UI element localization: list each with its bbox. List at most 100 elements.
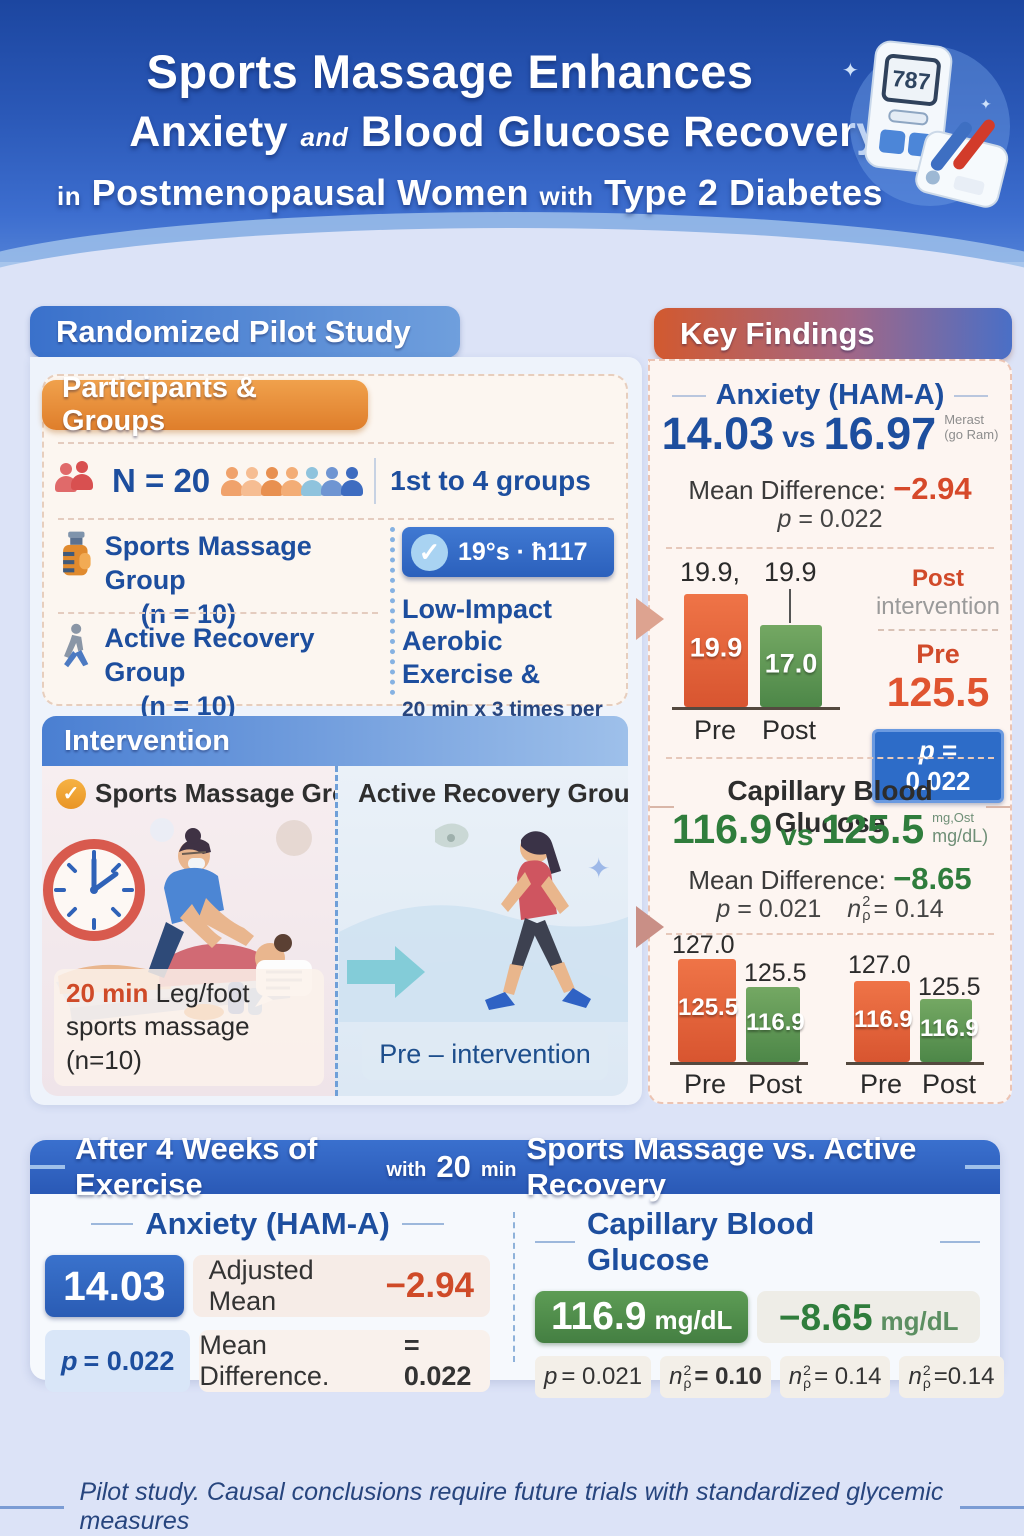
main-title-line2: Anxiety and Blood Glucose Recovery <box>0 108 1010 157</box>
anxiety-note-line2: (go Ram) <box>944 426 999 442</box>
group2-text: Active Recovery Group (n = 10) <box>104 622 390 723</box>
glucose-unit: mg/dL <box>654 1305 733 1335</box>
group2-name: Active Recovery Group <box>104 623 315 687</box>
divider <box>58 612 378 614</box>
massage-caption: 20 min Leg/foot sports massage (n=10) <box>54 968 324 1086</box>
glucose-heading-text: Capillary Blood Glucose <box>727 775 933 838</box>
findings-panel-header: Key Findings <box>654 308 1012 360</box>
divider <box>0 1505 64 1509</box>
main-title-line3: in Postmenopausal Women with Type 2 Diab… <box>0 172 940 214</box>
glucose-value-pre: 125.5 <box>821 806 925 852</box>
eta-subscript: ρ <box>922 1375 931 1391</box>
glucose-comparison: 116.9 vs 125.5 mg,Ost mg/dL) <box>650 809 1010 853</box>
divider <box>878 629 998 631</box>
person-icon <box>260 466 284 496</box>
anxiety-bar-chart: 19.9, 19.9 19.9 17.0 Pre Post <box>662 559 862 744</box>
eta-symbol: n <box>788 1363 803 1390</box>
anxiety-comparison: 14.03 vs 16.97 Merast (go Ram) <box>650 411 1010 456</box>
eta-value: = 0.14 <box>814 1363 882 1390</box>
summary-anxiety-column: Anxiety (HAM-A) 14.03 Adjusted Mean −2.9… <box>45 1206 490 1392</box>
anxiety-adjusted-mean-detail: Adjusted Mean −2.94 <box>192 1255 490 1317</box>
divider <box>58 442 614 444</box>
mean-diff-label: Mean Difference: <box>688 475 886 505</box>
exercise-column: ✓ 19°s · ħ117 Low-Impact Aerobic Exercis… <box>402 527 630 746</box>
group1-name: Sports Massage Group <box>104 531 312 595</box>
group2-n: (n = 10) <box>140 690 236 721</box>
p-value-badge: p = 0.022 <box>872 729 1004 804</box>
divider <box>960 1505 1024 1509</box>
title-and: and <box>300 122 349 152</box>
eta-subscript: ρ <box>803 1375 812 1391</box>
study-panel-header: Randomized Pilot Study <box>30 306 460 358</box>
divider <box>666 547 994 549</box>
divider <box>513 1212 515 1362</box>
mean-diff-value: = 0.022 <box>403 1330 472 1391</box>
group1-text: Sports Massage Group (n = 10) <box>105 530 390 631</box>
bar-pre: 116.9 <box>854 981 913 1062</box>
eta-squared-value: n 2 ρ = 0.14 <box>847 895 943 924</box>
exercise-badge-text: 19°s · ħ117 <box>458 537 588 566</box>
glucose-heading: Capillary Blood Glucose <box>650 775 1010 839</box>
title-in: in <box>56 181 82 211</box>
divider <box>374 458 377 504</box>
title-with: with <box>539 181 594 211</box>
main-title-line1: Sports Massage Enhances <box>146 45 754 98</box>
massage-caption-text: Leg/foot sports massage (n=10) <box>66 977 250 1076</box>
person-icon <box>300 466 324 496</box>
findings-panel: Anxiety (HAM-A) 14.03 vs 16.97 Merast (g… <box>648 359 1012 1104</box>
glucose-value-box: 116.9 mg/dL <box>535 1291 749 1343</box>
anxiety-value-post: 14.03 <box>661 408 775 459</box>
couple-icon <box>55 459 100 503</box>
anxiety-adjusted-mean-box: 14.03 <box>45 1255 184 1317</box>
summary-title-20: 20 <box>436 1149 471 1184</box>
p-value: = 0.021 <box>561 1363 643 1390</box>
summary-title-part2: Sports Massage vs. Active Recovery <box>526 1131 917 1202</box>
recovery-group-heading: Active Recovery Group <box>358 778 628 808</box>
pointer-line <box>789 589 791 623</box>
summary-glucose-heading: Capillary Blood Glucose <box>535 1206 980 1278</box>
glucose-value: 116.9 <box>551 1295 647 1338</box>
mean-diff-label: Mean Difference: <box>688 865 886 895</box>
dotted-divider <box>390 527 395 695</box>
vs-label: vs <box>782 421 816 454</box>
bar-value-label: 116.9 <box>746 1009 805 1036</box>
eta-superscript: 2 <box>922 1361 931 1378</box>
massage-duration: 20 min <box>66 977 149 1008</box>
x-axis <box>670 1062 808 1065</box>
bar-pre: 125.5 <box>678 959 738 1062</box>
eta-box-2: n 2 ρ = 0.14 <box>779 1356 891 1398</box>
exercise-badge: ✓ 19°s · ħ117 <box>402 527 614 577</box>
summary-anxiety-row2: p = 0.022 Mean Difference. = 0.022 <box>45 1330 490 1392</box>
summary-anxiety-row1: 14.03 Adjusted Mean −2.94 <box>45 1255 490 1317</box>
summary-anxiety-heading-text: Anxiety (HAM-A) <box>145 1206 390 1241</box>
pre-label: Pre <box>916 639 960 669</box>
anxiety-side-stats: Post intervention Pre 125.5 p = 0.022 <box>872 565 1004 804</box>
divider <box>964 1165 1000 1169</box>
eta-symbol: n <box>847 895 862 923</box>
mean-diff-value: −2.94 <box>893 471 972 506</box>
divider <box>940 1241 980 1243</box>
bar-top-label: 125.5 <box>744 959 807 987</box>
header-banner <box>0 0 1024 308</box>
title-anxiety: Anxiety <box>129 108 289 156</box>
anxiety-value-pre: 16.97 <box>823 408 937 459</box>
divider <box>91 1223 134 1225</box>
check-icon: ✓ <box>56 778 86 809</box>
summary-title-min: min <box>480 1158 517 1181</box>
divider <box>535 1241 575 1243</box>
eta-box-1: n 2 ρ = 0.10 <box>660 1356 771 1398</box>
eta-superscript: 2 <box>803 1361 811 1378</box>
anxiety-heading: Anxiety (HAM-A) <box>650 379 1010 412</box>
bar-top-label: 125.5 <box>918 973 981 1001</box>
intervention-body: ✓ Sports Massage Group <box>42 766 628 1096</box>
glucose-diff-unit: mg/dL <box>880 1306 959 1336</box>
divider <box>666 933 994 935</box>
sparkle-glyph: ✦ <box>587 853 610 884</box>
massage-oil-icon <box>63 531 91 576</box>
adjusted-mean-diff: −2.94 <box>385 1266 474 1305</box>
intervention-massage-half: ✓ Sports Massage Group <box>42 766 380 1096</box>
p-value: = 0.022 <box>83 1345 175 1376</box>
eta-subscript: ρ <box>683 1375 692 1391</box>
summary-title-with: with <box>386 1158 427 1181</box>
group2-row: Active Recovery Group (n = 10) <box>58 622 390 723</box>
